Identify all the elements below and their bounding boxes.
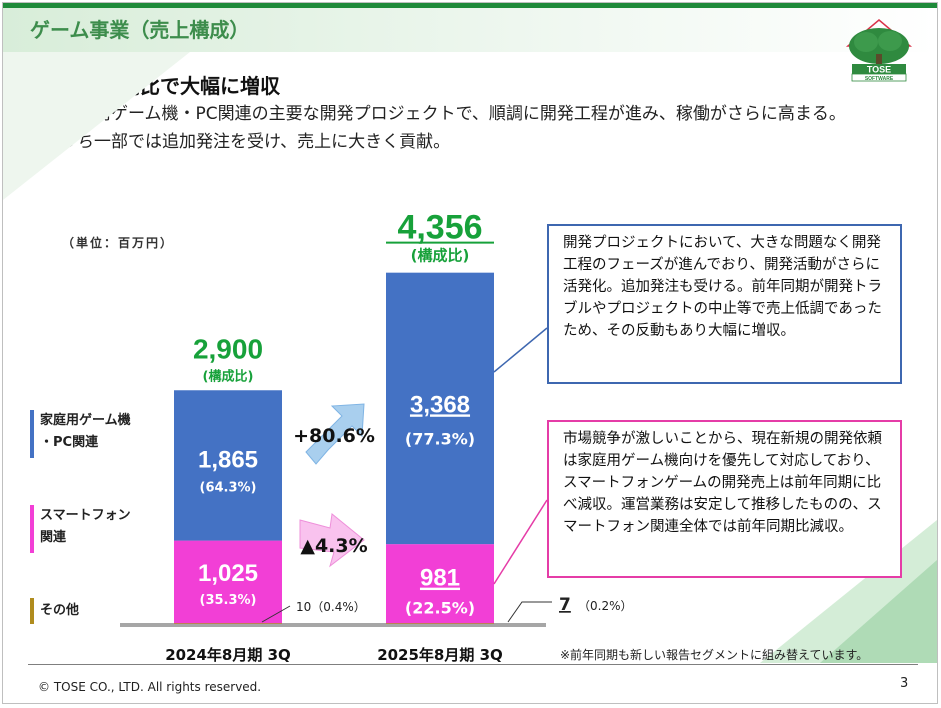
leader-other-1 — [507, 601, 552, 623]
label-console-value-0: 1,865 — [198, 446, 258, 473]
bar-console-pc-0 — [174, 390, 282, 541]
legend-other: その他 — [40, 603, 80, 618]
label-console-value-1: 3,368 — [410, 391, 470, 418]
connector-console-note — [493, 327, 548, 373]
copyright: © TOSE CO., LTD. All rights reserved. — [38, 680, 262, 694]
connector-smartphone-note — [493, 499, 548, 585]
legend-console-line1: 家庭用ゲーム機 — [40, 413, 131, 428]
description: 家庭用ゲーム機・PC関連の主要な開発プロジェクトで、順調に開発工程が進み、稼働が… — [60, 104, 846, 152]
legend-swatch-other — [30, 598, 34, 624]
label-console-share-1: (77.3%) — [405, 429, 475, 448]
total-value-1: 4,356 — [397, 209, 482, 247]
bar-console-pc-1 — [386, 272, 494, 545]
footer-divider — [28, 664, 918, 665]
legend-console-pc: 家庭用ゲーム機 ・PC関連 — [40, 410, 131, 454]
category-label-0: 2024年8月期 3Q — [165, 646, 291, 664]
yoy-smartphone-label: ▲4.3% — [300, 535, 367, 557]
legend-smartphone-line1: スマートフォン — [40, 508, 131, 523]
svg-text:SOFTWARE: SOFTWARE — [865, 76, 894, 82]
label-other-value-1: 7 — [559, 595, 571, 615]
leader-other-0 — [261, 605, 291, 623]
bar-other-1 — [386, 623, 494, 624]
unit-label: （単位：百万円） — [62, 236, 175, 250]
legend-swatch-console — [30, 410, 34, 458]
footnote: ※前年同期も新しい報告セグメントに組み替えています。 — [560, 648, 869, 662]
total-value-0: 2,900 — [193, 333, 263, 364]
tose-logo: TOSE SOFTWARE — [845, 19, 913, 82]
bar-smartphone-1 — [386, 544, 494, 624]
yoy-arrow-right-icon — [299, 513, 365, 568]
label-smartphone-value-1: 981 — [420, 565, 460, 592]
yoy-console-label: +80.6% — [293, 425, 375, 447]
label-console-share-0: (64.3%) — [200, 480, 257, 495]
label-other-0: 10（0.4%） — [296, 600, 366, 614]
note-console-pc: 開発プロジェクトにおいて、大きな問題なく開発工程のフェーズが進んでおり、開発活動… — [547, 224, 902, 384]
legend-smartphone-line2: 関連 — [40, 530, 67, 545]
header-band — [3, 8, 937, 52]
label-smartphone-share-0: (35.3%) — [200, 593, 257, 608]
total-sublabel-1: (構成比) — [411, 247, 470, 265]
label-smartphone-value-0: 1,025 — [198, 560, 258, 587]
bar-other-0 — [174, 623, 282, 624]
total-sublabel-0: (構成比) — [203, 368, 254, 384]
bg-triangle-left — [3, 52, 190, 200]
slide-title: ゲーム事業（売上構成） — [30, 18, 250, 42]
page-number: 3 — [900, 676, 909, 691]
bar-smartphone-0 — [174, 540, 282, 624]
svg-text:TOSE: TOSE — [867, 65, 891, 75]
legend-smartphone: スマートフォン 関連 — [40, 505, 131, 549]
note-smartphone: 市場競争が激しいことから、現在新規の開発依頼は家庭用ゲーム機向けを優先して対応し… — [547, 420, 902, 578]
legend-console-line2: ・PC関連 — [40, 435, 99, 450]
label-other-share-1: （0.2%） — [578, 599, 633, 613]
yoy-arrow-up-icon — [305, 403, 365, 465]
label-smartphone-share-1: (22.5%) — [405, 599, 475, 618]
top-accent-bar — [3, 3, 937, 8]
category-label-1: 2025年8月期 3Q — [377, 646, 503, 664]
legend-swatch-smartphone — [30, 505, 34, 553]
